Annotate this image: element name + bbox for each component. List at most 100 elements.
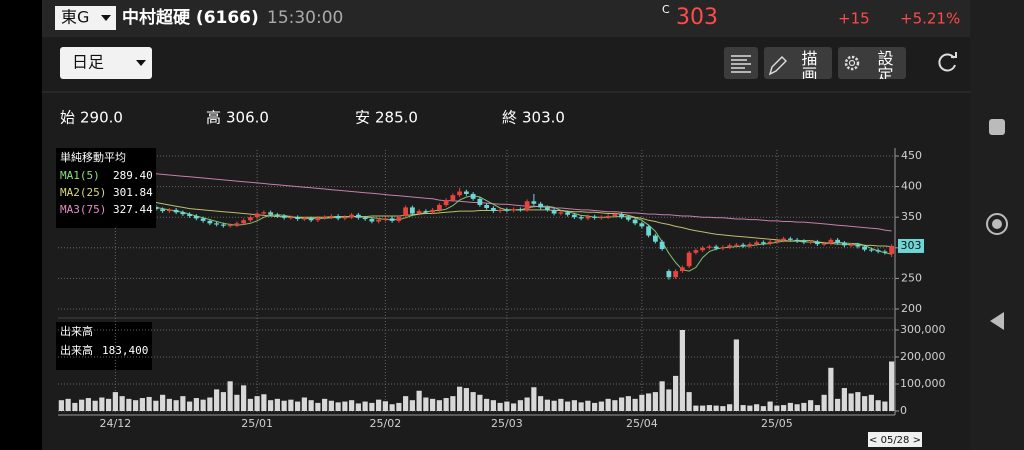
back-button[interactable] bbox=[990, 312, 1004, 330]
candle-body bbox=[578, 217, 584, 219]
draw-button[interactable] bbox=[764, 47, 832, 79]
candle-body bbox=[166, 209, 172, 212]
volume-bar bbox=[801, 402, 807, 411]
candle-body bbox=[187, 214, 193, 216]
home-button[interactable] bbox=[986, 213, 1008, 235]
volume-bar bbox=[855, 392, 861, 411]
recent-button[interactable] bbox=[989, 119, 1005, 135]
header-bar bbox=[42, 0, 970, 37]
volume-bar bbox=[281, 400, 287, 411]
candle-body bbox=[585, 216, 591, 219]
stock-name: 中村超硬 (6166) bbox=[122, 7, 259, 28]
volume-bar bbox=[484, 398, 490, 411]
candle-body bbox=[868, 249, 874, 251]
candle-body bbox=[713, 246, 719, 249]
legend-name: MA3(75) bbox=[60, 203, 106, 216]
volume-bar bbox=[241, 385, 247, 411]
candle-body bbox=[403, 207, 409, 216]
ma-line bbox=[61, 195, 892, 272]
candle-body bbox=[760, 242, 766, 244]
volume-bar bbox=[166, 398, 172, 411]
volume-bar bbox=[200, 399, 206, 411]
ohlc-label: 高 bbox=[206, 109, 221, 127]
period-select[interactable] bbox=[60, 47, 152, 79]
candle-body bbox=[355, 214, 361, 218]
candle-body bbox=[747, 244, 753, 246]
candle-body bbox=[261, 212, 267, 214]
volume-bar bbox=[646, 393, 652, 411]
price-flag: C bbox=[662, 3, 670, 16]
volume-bar bbox=[220, 392, 226, 411]
volume-tick-label: 100,000 bbox=[900, 377, 946, 390]
candle-body bbox=[416, 211, 422, 214]
list-icon bbox=[731, 55, 751, 73]
volume-bar bbox=[463, 388, 469, 411]
volume-bar bbox=[112, 392, 118, 411]
list-button[interactable] bbox=[724, 47, 758, 79]
volume-bar bbox=[376, 399, 382, 411]
candle-body bbox=[193, 215, 199, 219]
y-tick-label: 450 bbox=[901, 149, 922, 162]
volume-bar bbox=[571, 400, 577, 411]
settings-button[interactable] bbox=[838, 47, 906, 79]
volume-bar bbox=[457, 386, 463, 411]
candle-body bbox=[511, 209, 517, 211]
volume-bar bbox=[821, 394, 827, 411]
volume-bar bbox=[538, 396, 544, 411]
volume-bar bbox=[625, 396, 631, 411]
candle-body bbox=[477, 198, 483, 205]
cursor-box bbox=[868, 432, 922, 447]
volume-bar bbox=[733, 339, 739, 411]
volume-bar bbox=[301, 397, 307, 411]
candle-body bbox=[200, 218, 206, 221]
x-tick-label: 25/02 bbox=[370, 417, 402, 430]
candle-body bbox=[268, 212, 274, 215]
volume-bar bbox=[416, 390, 422, 411]
volume-bar bbox=[308, 400, 314, 411]
candle-body bbox=[335, 215, 341, 219]
candle-body bbox=[531, 201, 537, 204]
volume-bar bbox=[632, 398, 638, 411]
ohlc-value: 306.0 bbox=[226, 109, 269, 127]
candle-body bbox=[423, 211, 429, 213]
volume-tick-label: 0 bbox=[900, 404, 907, 417]
dropdown-arrow bbox=[136, 60, 146, 66]
candle-body bbox=[598, 217, 604, 219]
candle-body bbox=[565, 212, 571, 215]
candle-body bbox=[700, 247, 706, 251]
volume-bar bbox=[774, 405, 780, 411]
volume-bar bbox=[808, 400, 814, 411]
ohlc-value: 290.0 bbox=[80, 109, 123, 127]
volume-bar bbox=[700, 405, 706, 411]
volume-bar bbox=[679, 330, 685, 411]
candle-body bbox=[889, 245, 895, 254]
candle-body bbox=[787, 238, 793, 240]
candle-body bbox=[706, 246, 712, 248]
candle-body bbox=[362, 217, 368, 220]
volume-bar bbox=[355, 403, 361, 411]
volume-bar bbox=[565, 401, 571, 411]
volume-bar bbox=[814, 405, 820, 411]
volume-bar bbox=[362, 401, 368, 411]
volume-bar bbox=[382, 401, 388, 411]
candle-body bbox=[646, 226, 652, 236]
candle-body bbox=[220, 224, 226, 226]
volume-bar bbox=[747, 405, 753, 411]
volume-bar bbox=[706, 405, 712, 411]
volume-bar bbox=[214, 389, 220, 411]
volume-bar bbox=[639, 394, 645, 411]
volume-legend-name: 出来高 bbox=[60, 343, 93, 357]
candle-body bbox=[436, 204, 442, 210]
legend-value: 289.40 bbox=[113, 169, 153, 182]
candle-body bbox=[247, 217, 253, 221]
candle-body bbox=[295, 217, 301, 220]
x-tick-label: 24/12 bbox=[100, 417, 132, 430]
candle-body bbox=[227, 225, 233, 227]
period: 日足 bbox=[72, 53, 104, 72]
candle-body bbox=[173, 209, 179, 213]
candle-body bbox=[754, 242, 760, 245]
volume-bar bbox=[322, 398, 328, 411]
volume-bar bbox=[592, 402, 598, 411]
refresh-icon[interactable] bbox=[938, 53, 956, 72]
